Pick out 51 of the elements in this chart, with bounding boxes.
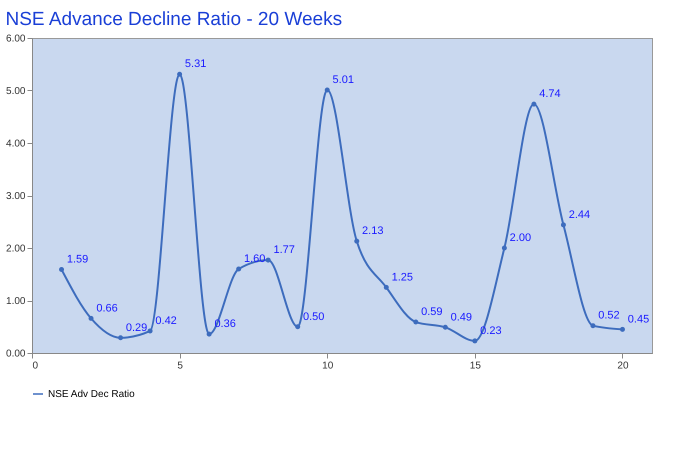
data-label: 0.45	[628, 313, 650, 326]
data-label: 4.74	[539, 88, 561, 100]
y-tick-label: 6.00	[6, 34, 26, 44]
point	[266, 258, 271, 263]
point	[560, 222, 566, 228]
x-tick-label: 5	[177, 360, 184, 372]
data-label: 2.44	[568, 208, 590, 221]
data-label: 1.77	[273, 244, 295, 256]
point	[590, 323, 596, 328]
point	[502, 246, 507, 250]
x-tick-label: 10	[322, 360, 334, 372]
point	[472, 338, 478, 344]
data-label: 0.66	[96, 302, 118, 314]
point	[59, 267, 64, 272]
point	[354, 238, 360, 244]
data-label: 0.49	[450, 311, 472, 324]
point	[148, 328, 153, 334]
data-label: 1.59	[66, 254, 88, 266]
data-label: 5.31	[184, 58, 206, 70]
y-tick-label: 2.00	[6, 244, 26, 254]
point	[295, 324, 300, 330]
y-tick-label: 4.00	[6, 138, 26, 150]
y-tick-label: 3.00	[6, 191, 26, 202]
x-tick-label: 15	[470, 360, 482, 372]
x-tick-label: 0	[32, 360, 38, 372]
point	[324, 87, 330, 92]
data-label: 1.25	[392, 271, 413, 284]
point	[236, 266, 242, 272]
data-label: 0.50	[303, 310, 324, 323]
point	[177, 72, 182, 77]
point	[88, 316, 94, 321]
y-tick-label: 0.00	[6, 348, 26, 360]
y-tick-label: 1.00	[6, 296, 26, 307]
point	[531, 102, 536, 107]
data-label: 0.42	[155, 314, 177, 327]
data-label: 0.52	[598, 310, 620, 322]
data-label: 5.01	[332, 74, 354, 86]
data-label: 2.13	[362, 225, 384, 238]
legend-label: NSE Adv Dec Ratio	[48, 389, 136, 400]
x-tick-label: 20	[617, 360, 629, 372]
data-label: 0.29	[126, 322, 148, 334]
y-tick-label: 5.00	[6, 86, 26, 97]
point	[442, 324, 448, 330]
point	[413, 320, 418, 325]
point	[384, 284, 389, 290]
chart-title: NSE Advance Decline Ratio - 20 Weeks	[6, 9, 342, 30]
data-label: 2.00	[510, 232, 532, 244]
data-label: 0.59	[421, 306, 443, 318]
point	[118, 335, 124, 340]
point	[620, 326, 625, 332]
point	[206, 332, 212, 337]
